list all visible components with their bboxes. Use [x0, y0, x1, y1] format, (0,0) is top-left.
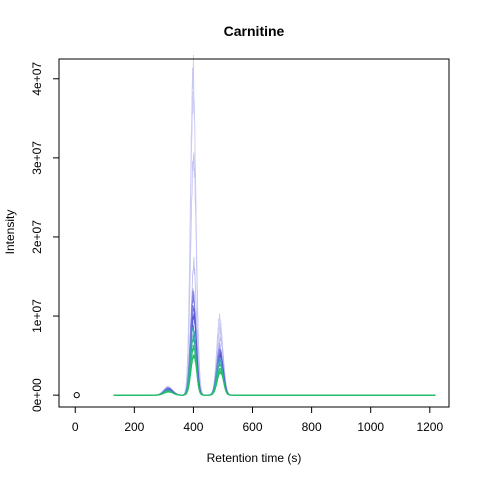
- trace-line: [113, 288, 436, 396]
- trace-line: [113, 312, 436, 396]
- x-tick-label: 1200: [416, 420, 443, 434]
- x-tick-label: 600: [243, 420, 263, 434]
- trace-line: [113, 54, 436, 396]
- y-axis: 0e+00 1e+07 2e+07 3e+07 4e+07: [30, 62, 60, 412]
- x-tick-label: 800: [302, 420, 322, 434]
- trace-line: [113, 257, 436, 396]
- trace-line: [113, 354, 436, 396]
- origin-marker: [73, 392, 80, 399]
- trace-line: [113, 305, 436, 396]
- chart-title: Carnitine: [224, 23, 285, 39]
- y-axis-label: Intensity: [3, 210, 17, 255]
- x-tick-label: 400: [183, 420, 203, 434]
- y-tick-label: 1e+07: [30, 299, 44, 333]
- plot-frame: [58, 58, 450, 408]
- y-tick-label: 3e+07: [30, 141, 44, 175]
- x-tick-label: 200: [124, 420, 144, 434]
- y-tick-label: 0e+00: [30, 378, 44, 412]
- trace-line: [113, 152, 436, 396]
- trace-line: [113, 82, 436, 396]
- x-tick-label: 0: [72, 420, 79, 434]
- trace-line: [113, 290, 436, 396]
- trace-line: [113, 325, 436, 396]
- trace-group: [73, 54, 436, 399]
- trace-line: [113, 334, 436, 396]
- x-tick-label: 1000: [357, 420, 384, 434]
- y-tick-label: 2e+07: [30, 220, 44, 254]
- y-tick-label: 4e+07: [30, 62, 44, 96]
- trace-line: [113, 344, 436, 396]
- x-axis-label: Retention time (s): [207, 451, 302, 465]
- x-axis: 0 200 400 600 800 1000 1200: [72, 406, 443, 434]
